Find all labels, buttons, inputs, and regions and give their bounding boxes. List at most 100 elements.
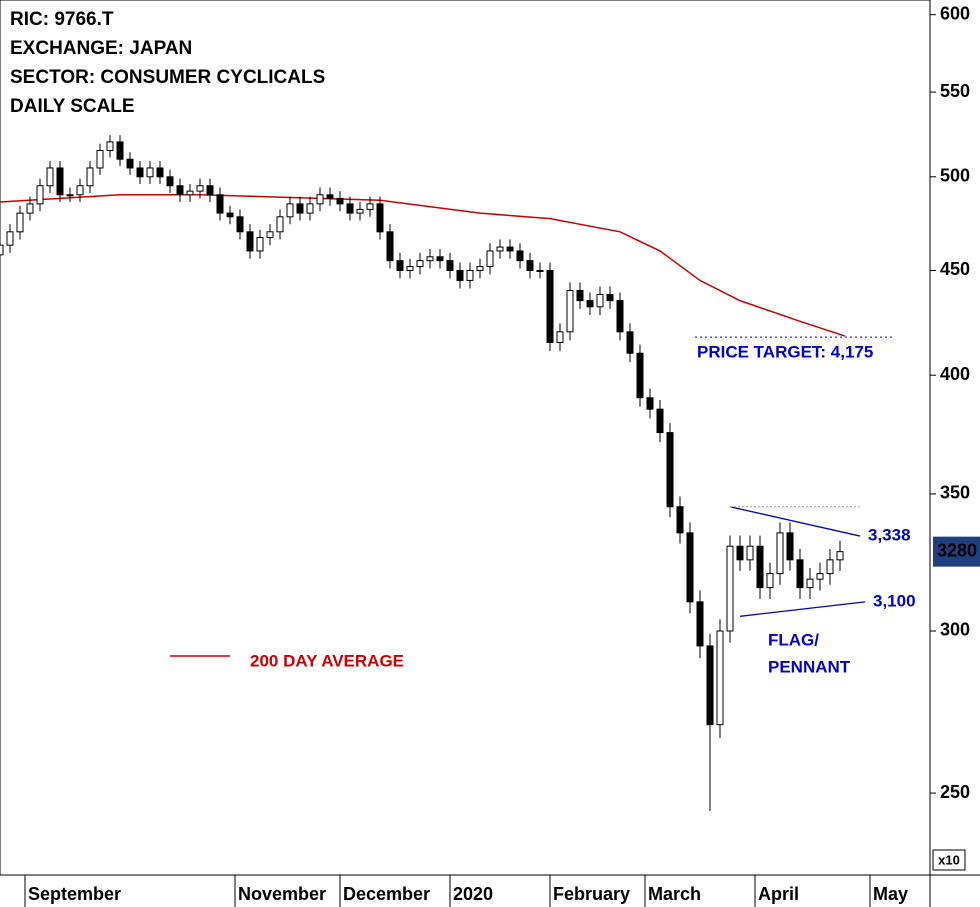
pattern-label: FLAG/ [768, 630, 819, 649]
candle-body [666, 432, 674, 508]
trendline [739, 601, 866, 617]
y-tick-label: 600 [940, 3, 970, 23]
x-tick-label: May [873, 884, 908, 904]
candle-body [336, 197, 344, 205]
candle-body [216, 194, 224, 214]
x-tick-label: November [238, 884, 326, 904]
candle-body [696, 601, 704, 647]
candle-body [416, 260, 424, 268]
candle-body [756, 545, 764, 589]
candle-body [716, 630, 724, 726]
candle-body [16, 212, 24, 233]
x-tick-label: April [758, 884, 799, 904]
candle-body [66, 194, 74, 197]
candle-body [586, 300, 594, 308]
y-tick-label: 300 [940, 620, 970, 640]
price-target-label: PRICE TARGET: 4,175 [697, 343, 873, 362]
candle-body [566, 289, 574, 333]
candle-body [246, 231, 254, 252]
candle-body [826, 559, 834, 575]
candle-body [606, 294, 614, 302]
candle-body [26, 203, 34, 214]
candle-body [346, 203, 354, 214]
candle-body [86, 167, 94, 187]
x-tick-label: December [343, 884, 430, 904]
y-tick-label: 450 [940, 259, 970, 279]
candle-body [576, 289, 584, 302]
candle-body [116, 141, 124, 160]
candle-body [796, 559, 804, 589]
candle-body [676, 506, 684, 534]
y-tick-label: 350 [940, 483, 970, 503]
candle-body [156, 167, 164, 178]
candle-body [286, 203, 294, 218]
candle-body [736, 545, 744, 561]
x-tick-label: 2020 [453, 884, 493, 904]
legend-label: 200 DAY AVERAGE [250, 651, 404, 670]
candle-body [616, 300, 624, 333]
candle-body [536, 269, 544, 272]
candle-body [806, 578, 814, 589]
x-tick-label: March [648, 884, 701, 904]
trendline-label: 3,100 [873, 591, 916, 610]
candle-body [226, 212, 234, 218]
y-tick-label: 550 [940, 81, 970, 101]
last-price-label: 3280 [937, 540, 977, 560]
candle-body [46, 167, 54, 187]
header-line: DAILY SCALE [10, 96, 135, 117]
candle-body [266, 231, 274, 239]
candle-body [456, 269, 464, 281]
candle-body [816, 573, 824, 580]
candle-body [0, 244, 4, 256]
candle-body [326, 194, 334, 199]
candle-body [176, 185, 184, 196]
x-tick-label: February [553, 884, 630, 904]
candle-body [186, 190, 194, 196]
candle-body [446, 260, 454, 271]
candle-body [656, 408, 664, 434]
multiplier: x10 [938, 852, 960, 867]
candle-body [396, 260, 404, 271]
candle-body [526, 260, 534, 271]
candle-body [476, 266, 484, 271]
candle-body [516, 250, 524, 262]
candle-body [126, 158, 134, 169]
header-line: SECTOR: CONSUMER CYCLICALS [10, 67, 325, 88]
candle-body [296, 203, 304, 214]
candle-body [146, 167, 154, 178]
candle-body [206, 185, 214, 196]
y-tick-label: 250 [940, 782, 970, 802]
x-tick-label: September [28, 884, 121, 904]
candle-body [466, 269, 474, 281]
trendline-label: 3,338 [868, 526, 911, 545]
candle-body [166, 176, 174, 187]
candle-body [316, 194, 324, 205]
candle-body [646, 397, 654, 410]
y-tick-label: 500 [940, 166, 970, 186]
pattern-label: PENNANT [768, 657, 851, 676]
candle-body [406, 266, 414, 271]
candle-body [686, 532, 694, 603]
candle-body [96, 150, 104, 169]
candle-body [76, 185, 84, 196]
plot-frame [0, 0, 931, 876]
header-line: RIC: 9766.T [10, 9, 114, 30]
candle-body [436, 256, 444, 262]
last-price-box [933, 536, 980, 567]
candle-body [6, 231, 14, 246]
candle-body [386, 231, 394, 262]
candle-body [306, 203, 314, 214]
candle-body [356, 208, 364, 214]
candle-body [506, 246, 514, 252]
candle-body [556, 331, 564, 343]
candle-body [256, 237, 264, 252]
candle-body [36, 185, 44, 205]
candle-body [426, 256, 434, 262]
candle-body [276, 216, 284, 233]
candle-body [496, 246, 504, 252]
candle-body [836, 551, 844, 561]
header-line: EXCHANGE: JAPAN [10, 38, 192, 59]
candle-body [196, 185, 204, 192]
candle-body [726, 545, 734, 632]
